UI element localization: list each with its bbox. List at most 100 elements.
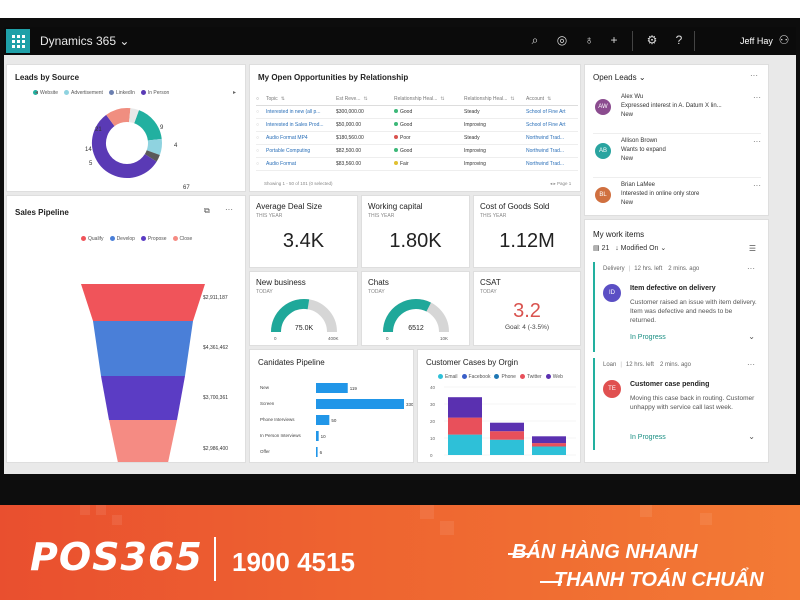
topic-link[interactable]: Audio Format MP4 [266,131,336,145]
work-item[interactable]: Delivery | 12 hrs. left 2 mins. ago ··· ID Ite… [593,262,761,352]
stacked-bar-segment[interactable] [532,446,566,456]
legend-item[interactable]: Facebook [461,374,490,380]
stacked-bar-segment[interactable] [448,397,482,418]
sort-field[interactable]: Modified On ⌄ [620,245,667,252]
lightbulb-icon[interactable]: ♁ [584,33,594,47]
help-icon[interactable]: ? [675,33,683,47]
bar[interactable] [316,431,319,441]
list-icon[interactable]: ▤ [593,245,600,252]
table-row[interactable]: ○ Interested in Sales Prod... $50,000.00 Go… [256,118,578,132]
account-link[interactable]: Northwind Trad... [526,157,578,171]
row-checkbox[interactable]: ○ [256,105,266,119]
more-icon[interactable]: ··· [225,205,233,214]
row-checkbox[interactable]: ○ [256,144,266,158]
pager[interactable]: ◂ ▸ Page 1 [550,181,572,186]
funnel-stage[interactable] [109,420,177,463]
column-header[interactable]: Account ⇅ [526,93,578,106]
sort-arrow-icon[interactable]: ↓ [615,245,619,252]
column-header[interactable]: Relationship Heal... ⇅ [394,93,464,106]
gauge-card[interactable]: New business TODAY 75.0K 0 400K [249,271,358,346]
funnel-stage[interactable] [81,284,205,321]
legend-item[interactable]: Develop [109,236,135,242]
row-checkbox[interactable]: ○ [256,118,266,132]
funnel-stage[interactable] [93,321,193,376]
stacked-bar-segment[interactable] [532,436,566,444]
legend-item[interactable]: Close [172,236,192,242]
stacked-bar-segment[interactable] [490,439,524,455]
more-icon[interactable]: ··· [753,181,761,190]
topic-link[interactable]: Portable Computing [266,144,336,158]
sort-icon[interactable]: ⇅ [440,95,445,102]
sort-icon[interactable]: ⇅ [510,95,515,102]
work-item[interactable]: Loan | 12 hrs. left 2 mins. ago ··· TE Custome… [593,358,761,450]
table-row[interactable]: ○ Audio Format MP4 $180,560.00 Poor Steady No… [256,131,578,145]
plus-icon[interactable]: + [610,33,618,47]
kpi-card[interactable]: Working capital THIS YEAR 1.80K [361,195,470,268]
stacked-bar-segment[interactable] [490,431,524,440]
funnel-stage[interactable] [101,376,185,420]
prev-arrow-icon[interactable]: ◂ [35,90,39,96]
search-icon[interactable]: ⌕ [531,33,539,47]
account-link[interactable]: Northwind Trad... [526,144,578,158]
bar[interactable] [316,399,404,409]
card-title[interactable]: Open Leads ⌄ [593,73,646,82]
select-all-checkbox[interactable]: ○ [256,93,266,106]
topic-link[interactable]: Interested in Sales Prod... [266,118,336,132]
user-name[interactable]: Jeff Hay [740,36,773,46]
row-checkbox[interactable]: ○ [256,157,266,171]
legend-item[interactable]: Website [33,90,58,96]
task-icon[interactable]: ◎ [556,33,568,47]
work-item-title[interactable]: Item defective on delivery [630,285,716,292]
next-arrow-icon[interactable]: ▸ [233,90,237,96]
stacked-bar-segment[interactable] [490,422,524,432]
topic-link[interactable]: Interested in new (all p... [266,105,336,119]
lead-item[interactable]: AB Allison Brown Wants to expand New ··· [593,133,761,175]
table-row[interactable]: ○ Audio Format $83,560.00 Fair Improving Nort… [256,157,578,171]
legend-item[interactable]: Qualify [81,236,104,242]
bar[interactable] [316,447,318,457]
sort-icon[interactable]: ⇅ [547,95,552,102]
hotline[interactable]: 1900 4515 [232,547,355,577]
person-icon[interactable]: ⚇ [778,33,790,47]
more-icon[interactable]: ··· [750,71,758,80]
donut-slice[interactable] [91,107,163,179]
expand-icon[interactable]: ⧉ [204,206,210,215]
legend-item[interactable]: Web [545,374,563,380]
row-checkbox[interactable]: ○ [256,131,266,145]
more-icon[interactable]: ··· [747,264,755,273]
column-header[interactable]: Est Reve... ⇅ [336,93,394,106]
app-launcher-icon[interactable] [6,29,30,53]
legend-item[interactable]: Advertisement [63,90,103,96]
column-header[interactable]: Relationship Heal... ⇅ [464,93,526,106]
sort-icon[interactable]: ⇅ [280,95,285,102]
topic-link[interactable]: Audio Format [266,157,336,171]
legend-item[interactable]: Twitter [519,374,542,380]
column-header[interactable]: Topic ⇅ [266,93,336,106]
stacked-bar-segment[interactable] [532,443,566,447]
legend-item[interactable]: Phone [494,374,516,380]
more-icon[interactable]: ··· [747,360,755,369]
gauge-card[interactable]: Chats TODAY 6512 0 10K [361,271,470,346]
bar[interactable] [316,383,348,393]
account-link[interactable]: Northwind Trad... [526,131,578,145]
gear-icon[interactable]: ⚙ [646,33,658,47]
account-link[interactable]: School of Fine Art [526,118,578,132]
app-name[interactable]: Dynamics 365 ⌄ [40,34,130,48]
legend-item[interactable]: In Person [140,90,169,96]
donut-slice[interactable] [91,107,163,179]
lead-item[interactable]: AW Alex Wu Expressed interest in A. Datum … [593,93,761,131]
table-row[interactable]: ○ Interested in new (all p... $300,000.00 G… [256,105,578,119]
account-link[interactable]: School of Fine Art [526,105,578,119]
stacked-bar-segment[interactable] [448,434,482,455]
legend-item[interactable]: Email [438,374,458,380]
legend-item[interactable]: Propose [140,236,167,242]
lead-item[interactable]: BL Brian LaMee Interested in online only s… [593,177,761,215]
bar[interactable] [316,415,330,425]
stacked-bar-segment[interactable] [448,417,482,435]
sort-icon[interactable]: ⇅ [363,95,368,102]
more-icon[interactable]: ··· [753,137,761,146]
chevron-down-icon[interactable]: ⌄ [748,432,755,441]
donut-slice[interactable] [91,107,163,179]
kpi-card[interactable]: Average Deal Size THIS YEAR 3.4K [249,195,358,268]
table-row[interactable]: ○ Portable Computing $82,500.00 Good Improvi… [256,144,578,158]
